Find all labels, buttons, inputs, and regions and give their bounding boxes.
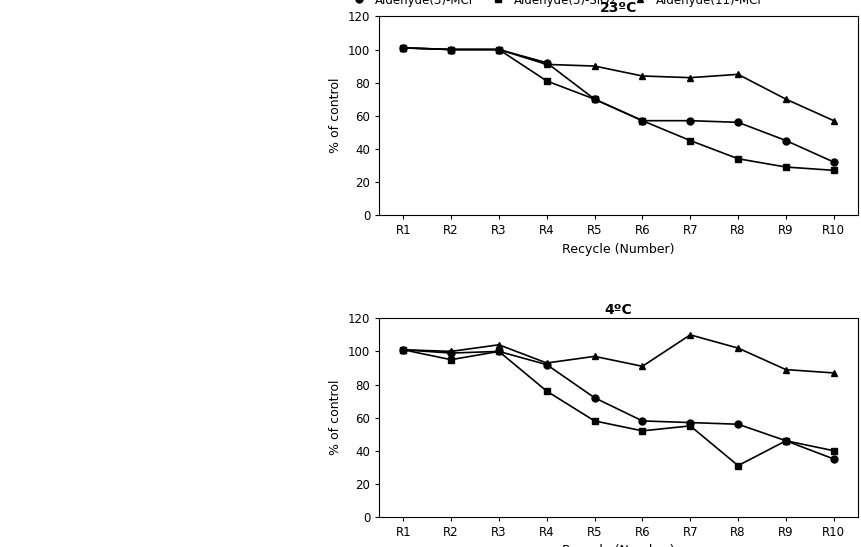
Line: Aldehyde(3)-SiO2: Aldehyde(3)-SiO2 (400, 44, 836, 174)
Line: Aldehyde(11)-MCF: Aldehyde(11)-MCF (400, 44, 836, 124)
Aldehyde(3)-MCF (780, 137, 790, 144)
Aldehyde(3)-MCF (493, 348, 504, 354)
Aldehyde(11)-MCF (780, 96, 790, 102)
Aldehyde(3)-MCF (732, 119, 742, 126)
Aldehyde(3)-SiO2 (827, 167, 838, 173)
Aldehyde(11)-MCF (398, 44, 408, 51)
Aldehyde(3)-SiO2 (780, 164, 790, 170)
Aldehyde(3)-SiO2 (636, 428, 647, 434)
X-axis label: Recycle (Number): Recycle (Number) (561, 544, 674, 547)
Aldehyde(11)-MCF (732, 345, 742, 351)
Aldehyde(3)-MCF (541, 60, 551, 66)
Aldehyde(3)-MCF (684, 118, 695, 124)
Line: Aldehyde(3)-MCF: Aldehyde(3)-MCF (400, 44, 836, 166)
Aldehyde(11)-MCF (589, 353, 599, 359)
Aldehyde(3)-SiO2 (684, 137, 695, 144)
Y-axis label: % of control: % of control (329, 380, 342, 455)
Aldehyde(3)-SiO2 (827, 447, 838, 454)
Aldehyde(3)-SiO2 (493, 348, 504, 354)
Aldehyde(3)-MCF (827, 456, 838, 462)
Title: 23ºC: 23ºC (599, 1, 636, 15)
Y-axis label: % of control: % of control (329, 78, 342, 154)
Aldehyde(3)-MCF (827, 159, 838, 165)
Aldehyde(3)-MCF (493, 46, 504, 53)
Aldehyde(3)-MCF (636, 418, 647, 424)
Aldehyde(11)-MCF (493, 46, 504, 53)
Aldehyde(3)-MCF (589, 96, 599, 102)
Aldehyde(3)-MCF (398, 346, 408, 353)
Aldehyde(3)-MCF (541, 362, 551, 368)
Aldehyde(11)-MCF (541, 61, 551, 68)
Aldehyde(3)-SiO2 (541, 78, 551, 84)
Aldehyde(3)-MCF (445, 350, 455, 356)
Aldehyde(11)-MCF (780, 366, 790, 373)
Aldehyde(3)-SiO2 (445, 357, 455, 363)
Aldehyde(3)-SiO2 (732, 155, 742, 162)
Aldehyde(3)-SiO2 (589, 96, 599, 102)
Aldehyde(3)-MCF (445, 46, 455, 53)
Aldehyde(3)-SiO2 (780, 438, 790, 444)
Aldehyde(3)-SiO2 (541, 388, 551, 394)
Aldehyde(3)-SiO2 (398, 44, 408, 51)
X-axis label: Recycle (Number): Recycle (Number) (561, 243, 674, 255)
Aldehyde(3)-MCF (780, 438, 790, 444)
Aldehyde(11)-MCF (636, 73, 647, 79)
Title: 4ºC: 4ºC (604, 303, 632, 317)
Aldehyde(11)-MCF (732, 71, 742, 78)
Aldehyde(3)-SiO2 (636, 118, 647, 124)
Aldehyde(3)-SiO2 (732, 462, 742, 469)
Aldehyde(3)-SiO2 (684, 423, 695, 429)
Line: Aldehyde(11)-MCF: Aldehyde(11)-MCF (400, 331, 836, 376)
Aldehyde(3)-MCF (636, 118, 647, 124)
Aldehyde(3)-SiO2 (589, 418, 599, 424)
Aldehyde(11)-MCF (827, 118, 838, 124)
Line: Aldehyde(3)-MCF: Aldehyde(3)-MCF (400, 346, 836, 462)
Aldehyde(3)-MCF (732, 421, 742, 428)
Aldehyde(3)-MCF (589, 394, 599, 401)
Aldehyde(11)-MCF (589, 63, 599, 69)
Aldehyde(3)-SiO2 (398, 346, 408, 353)
Aldehyde(11)-MCF (541, 360, 551, 366)
Aldehyde(11)-MCF (398, 346, 408, 353)
Aldehyde(11)-MCF (827, 370, 838, 376)
Aldehyde(11)-MCF (493, 341, 504, 348)
Aldehyde(3)-SiO2 (493, 46, 504, 53)
Line: Aldehyde(3)-SiO2: Aldehyde(3)-SiO2 (400, 346, 836, 469)
Aldehyde(3)-SiO2 (445, 46, 455, 53)
Aldehyde(3)-MCF (684, 420, 695, 426)
Aldehyde(11)-MCF (445, 348, 455, 354)
Aldehyde(3)-MCF (398, 44, 408, 51)
Legend: Aldehyde(3)-MCF, Aldehyde(3)-SiO2, Aldehyde(11)-MCF: Aldehyde(3)-MCF, Aldehyde(3)-SiO2, Aldeh… (346, 0, 765, 7)
Aldehyde(11)-MCF (445, 46, 455, 53)
Aldehyde(11)-MCF (636, 363, 647, 370)
Aldehyde(11)-MCF (684, 74, 695, 81)
Aldehyde(11)-MCF (684, 331, 695, 338)
